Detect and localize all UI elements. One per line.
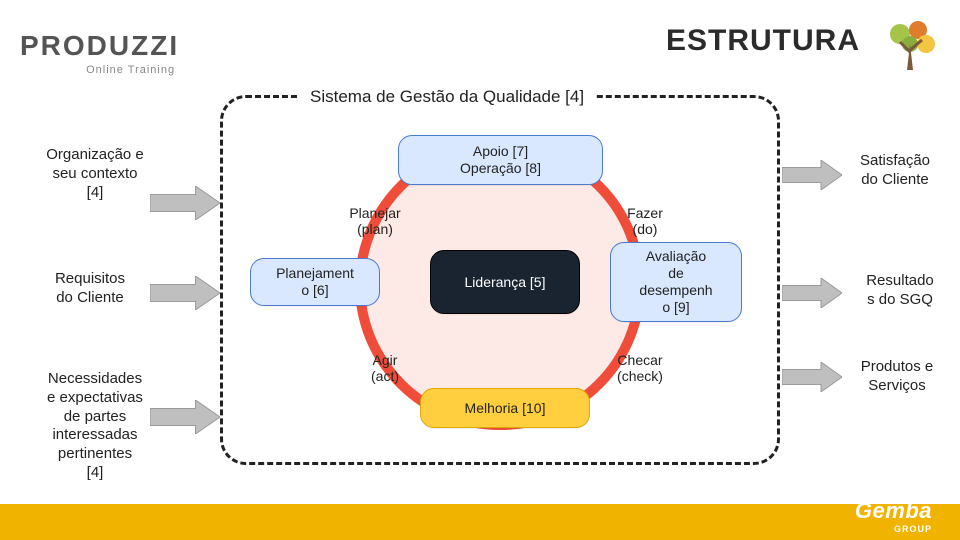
- arrow-block: [150, 276, 220, 310]
- node-melhoria: Melhoria [10]: [420, 388, 590, 428]
- arrow-block: [150, 400, 220, 434]
- arrow-block: [782, 278, 842, 308]
- pdca-label-act: Agir(act): [345, 352, 425, 384]
- label-org: Organização eseu contexto[4]: [20, 146, 170, 202]
- node-lider: Liderança [5]: [430, 250, 580, 314]
- node-plan6: Planejamento [6]: [250, 258, 380, 306]
- label-req: Requisitosdo Cliente: [30, 270, 150, 308]
- label-prod: Produtos eServiços: [842, 358, 952, 396]
- footer-logo: Gemba GROUP: [855, 498, 932, 534]
- footer-bar: [0, 504, 960, 540]
- arrow-block: [150, 186, 220, 220]
- pdca-label-check: Checar(check): [600, 352, 680, 384]
- system-title: Sistema de Gestão da Qualidade [4]: [300, 85, 594, 109]
- brand-name: PRODUZZI: [20, 30, 179, 62]
- pdca-label-plan: Planejar(plan): [335, 205, 415, 237]
- node-apoio: Apoio [7]Operação [8]: [398, 135, 603, 185]
- tree-icon: [880, 18, 940, 74]
- pdca-label-do: Fazer(do): [605, 205, 685, 237]
- arrow-block: [782, 160, 842, 190]
- node-aval: Avaliaçãodedesempenho [9]: [610, 242, 742, 322]
- label-res: Resultados do SGQ: [845, 272, 955, 310]
- slide-root: PRODUZZI Online Training ESTRUTURA Siste…: [0, 0, 960, 540]
- page-title: ESTRUTURA: [666, 24, 860, 58]
- label-int: Necessidadese expectativasde partesinter…: [20, 370, 170, 483]
- footer-logo-sub: GROUP: [855, 524, 932, 534]
- arrow-block: [782, 362, 842, 392]
- diagram-area: Sistema de Gestão da Qualidade [4]Planej…: [0, 90, 960, 490]
- footer-logo-main: Gemba: [855, 498, 932, 523]
- label-sat: Satisfaçãodo Cliente: [840, 152, 950, 190]
- brand-produzzi: PRODUZZI Online Training: [20, 30, 179, 76]
- brand-subtitle: Online Training: [20, 64, 179, 76]
